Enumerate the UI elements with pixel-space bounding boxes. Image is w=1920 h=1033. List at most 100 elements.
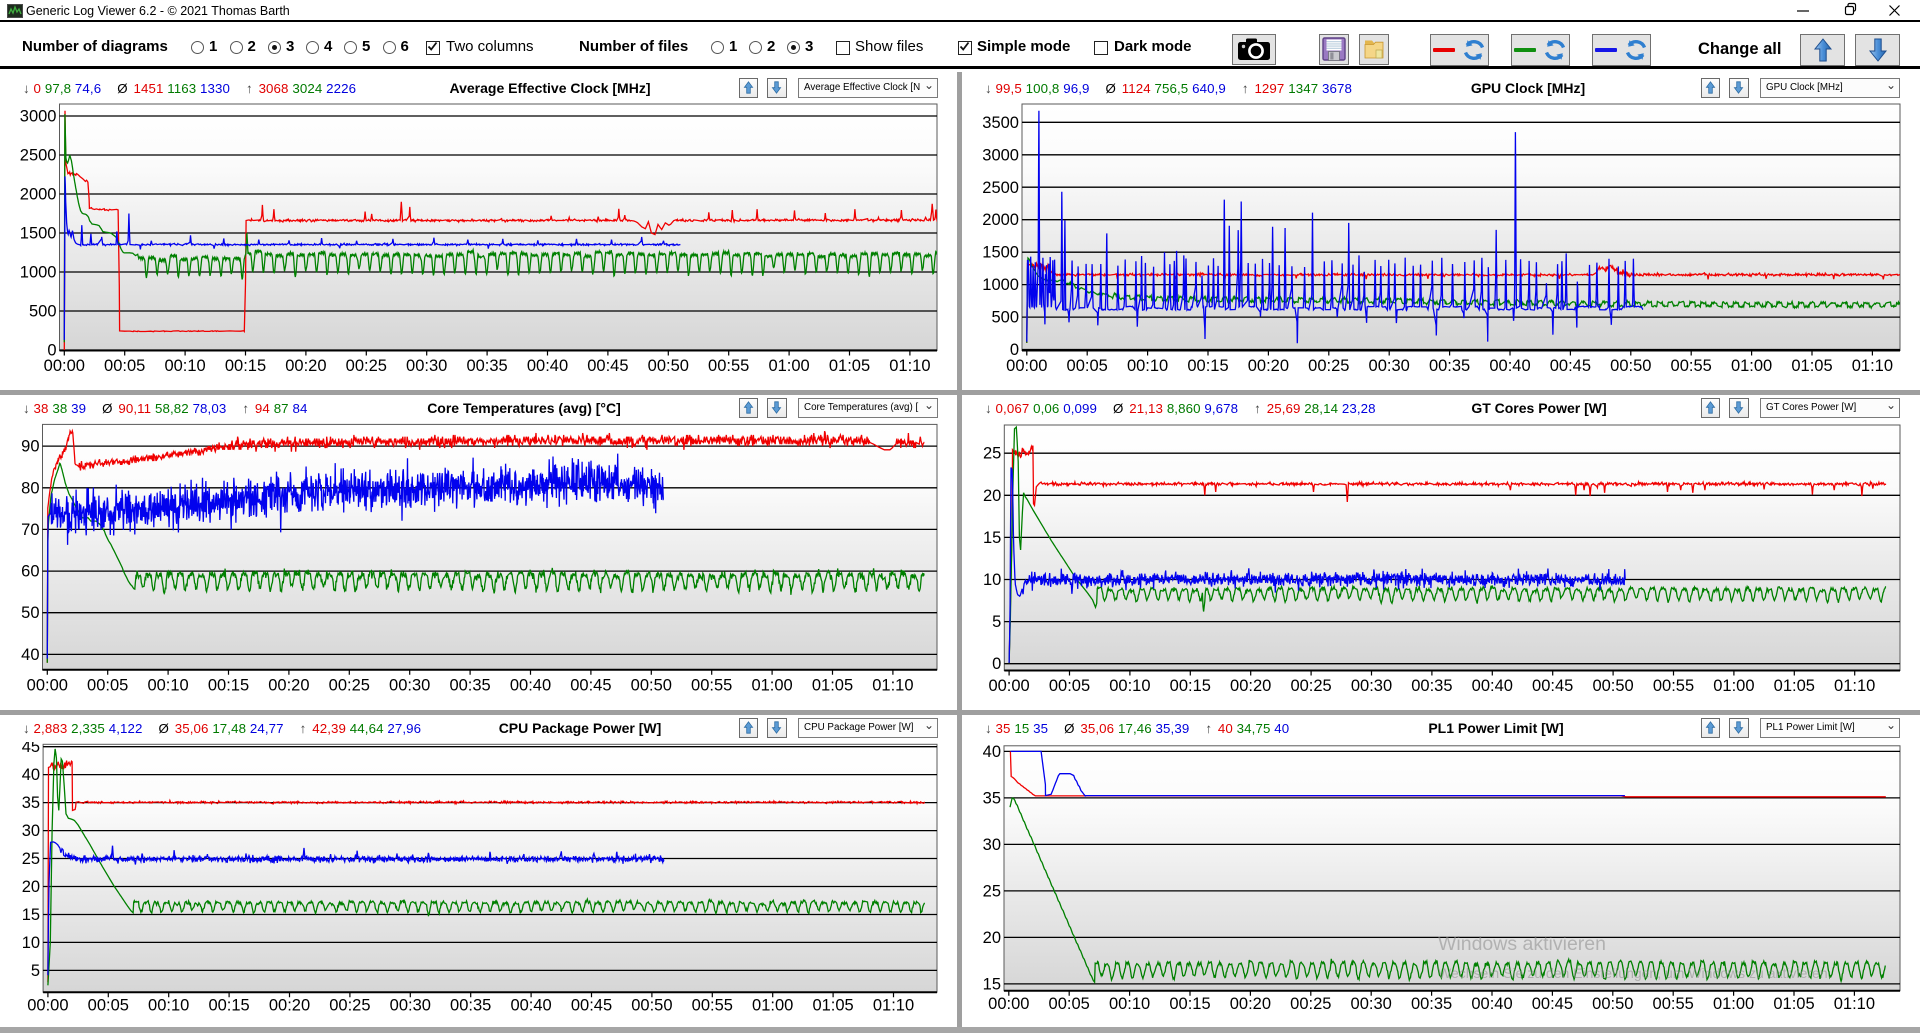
- svg-text:20: 20: [983, 929, 1001, 947]
- svg-text:25: 25: [22, 850, 40, 868]
- svg-text:00:00: 00:00: [27, 676, 68, 694]
- svg-text:10: 10: [22, 934, 40, 952]
- svg-text:00:50: 00:50: [648, 357, 689, 375]
- svg-text:00:10: 00:10: [1109, 677, 1150, 695]
- svg-text:00:00: 00:00: [1006, 357, 1047, 375]
- svg-text:00:10: 00:10: [147, 676, 188, 694]
- svg-text:00:30: 00:30: [1351, 995, 1392, 1013]
- svg-text:00:45: 00:45: [1550, 357, 1591, 375]
- svg-text:25: 25: [983, 445, 1001, 463]
- svg-text:00:00: 00:00: [44, 357, 85, 375]
- svg-text:2500: 2500: [20, 147, 57, 165]
- svg-text:00:45: 00:45: [1532, 677, 1573, 695]
- svg-text:3500: 3500: [982, 114, 1019, 132]
- svg-text:01:10: 01:10: [1852, 357, 1893, 375]
- svg-text:90: 90: [21, 438, 39, 456]
- svg-text:00:50: 00:50: [1592, 995, 1633, 1013]
- svg-text:0: 0: [47, 342, 56, 360]
- svg-text:01:10: 01:10: [873, 997, 914, 1015]
- svg-text:01:10: 01:10: [872, 676, 913, 694]
- svg-text:00:30: 00:30: [389, 676, 430, 694]
- svg-text:00:40: 00:40: [1471, 995, 1512, 1013]
- svg-text:01:00: 01:00: [1713, 995, 1754, 1013]
- svg-text:00:50: 00:50: [1592, 677, 1633, 695]
- svg-text:1500: 1500: [982, 244, 1019, 262]
- svg-text:2000: 2000: [20, 186, 57, 204]
- svg-text:00:40: 00:40: [527, 357, 568, 375]
- svg-text:00:40: 00:40: [1489, 357, 1530, 375]
- svg-text:25: 25: [983, 882, 1001, 900]
- svg-text:40: 40: [983, 743, 1001, 761]
- svg-text:60: 60: [21, 563, 39, 581]
- svg-text:01:05: 01:05: [1774, 677, 1815, 695]
- svg-text:00:50: 00:50: [631, 997, 672, 1015]
- svg-text:500: 500: [991, 309, 1019, 327]
- svg-text:00:55: 00:55: [1653, 995, 1694, 1013]
- svg-text:00:15: 00:15: [208, 676, 249, 694]
- svg-text:00:15: 00:15: [1187, 357, 1228, 375]
- svg-text:2500: 2500: [982, 179, 1019, 197]
- svg-text:1000: 1000: [20, 264, 57, 282]
- svg-text:00:15: 00:15: [1169, 995, 1210, 1013]
- svg-text:15: 15: [22, 906, 40, 924]
- svg-text:00:35: 00:35: [466, 357, 507, 375]
- svg-text:00:55: 00:55: [708, 357, 749, 375]
- svg-text:10: 10: [983, 571, 1001, 589]
- svg-text:00:00: 00:00: [27, 997, 68, 1015]
- svg-text:00:15: 00:15: [208, 997, 249, 1015]
- svg-text:35: 35: [983, 789, 1001, 807]
- svg-text:00:55: 00:55: [692, 997, 733, 1015]
- svg-text:20: 20: [983, 487, 1001, 505]
- svg-text:2000: 2000: [982, 211, 1019, 229]
- svg-text:35: 35: [22, 794, 40, 812]
- svg-text:00:25: 00:25: [1308, 357, 1349, 375]
- svg-text:00:30: 00:30: [406, 357, 447, 375]
- svg-text:00:00: 00:00: [988, 677, 1029, 695]
- svg-text:01:00: 01:00: [751, 676, 792, 694]
- svg-text:30: 30: [22, 822, 40, 840]
- svg-text:00:25: 00:25: [1290, 995, 1331, 1013]
- svg-text:00:35: 00:35: [1411, 995, 1452, 1013]
- svg-text:15: 15: [983, 975, 1001, 993]
- svg-text:00:30: 00:30: [1369, 357, 1410, 375]
- svg-text:00:35: 00:35: [449, 676, 490, 694]
- svg-text:80: 80: [21, 479, 39, 497]
- svg-text:00:25: 00:25: [329, 997, 370, 1015]
- svg-text:01:05: 01:05: [812, 676, 853, 694]
- svg-text:30: 30: [983, 836, 1001, 854]
- svg-text:0: 0: [992, 655, 1001, 673]
- svg-text:00:45: 00:45: [571, 997, 612, 1015]
- svg-text:01:00: 01:00: [768, 357, 809, 375]
- svg-text:50: 50: [21, 604, 39, 622]
- svg-text:500: 500: [29, 303, 57, 321]
- svg-text:01:10: 01:10: [1834, 995, 1875, 1013]
- svg-text:00:55: 00:55: [1671, 357, 1712, 375]
- svg-text:01:00: 01:00: [1713, 677, 1754, 695]
- svg-text:00:55: 00:55: [691, 676, 732, 694]
- svg-text:00:25: 00:25: [1290, 677, 1331, 695]
- svg-text:00:35: 00:35: [450, 997, 491, 1015]
- svg-text:1000: 1000: [982, 276, 1019, 294]
- svg-text:01:05: 01:05: [829, 357, 870, 375]
- svg-text:00:10: 00:10: [148, 997, 189, 1015]
- svg-text:01:10: 01:10: [889, 357, 930, 375]
- svg-text:00:40: 00:40: [1472, 677, 1513, 695]
- svg-text:00:40: 00:40: [510, 997, 551, 1015]
- svg-text:5: 5: [31, 962, 40, 980]
- svg-text:00:15: 00:15: [225, 357, 266, 375]
- svg-text:00:05: 00:05: [88, 997, 129, 1015]
- svg-text:01:00: 01:00: [752, 997, 793, 1015]
- svg-text:0: 0: [1010, 341, 1019, 359]
- svg-text:00:05: 00:05: [1049, 995, 1090, 1013]
- svg-text:00:20: 00:20: [1230, 677, 1271, 695]
- svg-text:00:05: 00:05: [87, 676, 128, 694]
- svg-text:3000: 3000: [20, 108, 57, 126]
- svg-text:00:20: 00:20: [268, 676, 309, 694]
- svg-text:00:55: 00:55: [1653, 677, 1694, 695]
- svg-text:00:20: 00:20: [1248, 357, 1289, 375]
- svg-text:00:50: 00:50: [631, 676, 672, 694]
- svg-text:00:05: 00:05: [1049, 677, 1090, 695]
- svg-text:00:50: 00:50: [1610, 357, 1651, 375]
- svg-text:00:15: 00:15: [1170, 677, 1211, 695]
- svg-text:40: 40: [22, 766, 40, 784]
